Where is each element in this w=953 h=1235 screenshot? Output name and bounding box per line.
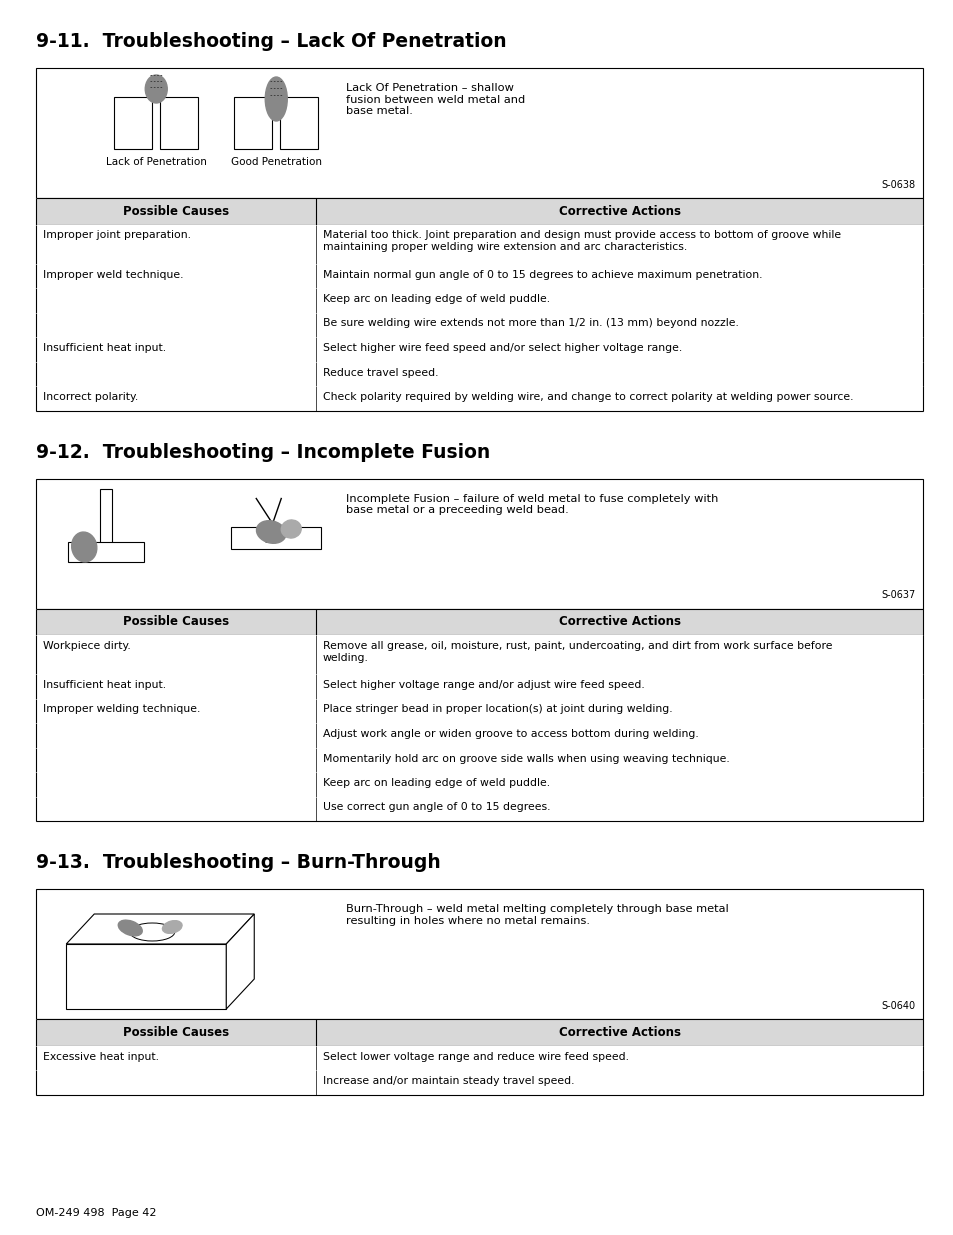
Text: Maintain normal gun angle of 0 to 15 degrees to achieve maximum penetration.: Maintain normal gun angle of 0 to 15 deg… xyxy=(322,269,761,279)
Bar xyxy=(69,542,144,562)
Text: Possible Causes: Possible Causes xyxy=(123,615,229,629)
Ellipse shape xyxy=(162,920,182,934)
Text: Insufficient heat input.: Insufficient heat input. xyxy=(43,680,166,690)
Text: Incomplete Fusion – failure of weld metal to fuse completely with
base metal or : Incomplete Fusion – failure of weld meta… xyxy=(346,494,718,515)
Text: Possible Causes: Possible Causes xyxy=(123,1026,229,1039)
Bar xyxy=(280,98,318,149)
Bar xyxy=(36,722,923,747)
Text: Keep arc on leading edge of weld puddle.: Keep arc on leading edge of weld puddle. xyxy=(322,778,549,788)
Text: Workpiece dirty.: Workpiece dirty. xyxy=(43,641,131,651)
Text: Reduce travel speed.: Reduce travel speed. xyxy=(322,368,437,378)
Bar xyxy=(36,337,923,362)
Text: Select lower voltage range and reduce wire feed speed.: Select lower voltage range and reduce wi… xyxy=(322,1051,628,1062)
Bar xyxy=(36,1046,923,1070)
Bar xyxy=(36,198,923,225)
Ellipse shape xyxy=(281,520,301,538)
Ellipse shape xyxy=(130,923,174,941)
Bar xyxy=(36,889,923,1019)
Bar xyxy=(36,225,923,263)
Bar xyxy=(36,387,923,410)
Bar xyxy=(234,98,272,149)
Ellipse shape xyxy=(265,77,287,121)
Polygon shape xyxy=(66,944,226,1009)
Bar xyxy=(36,674,923,699)
Text: Insufficient heat input.: Insufficient heat input. xyxy=(43,343,166,353)
Text: Material too thick. Joint preparation and design must provide access to bottom o: Material too thick. Joint preparation an… xyxy=(322,231,840,252)
Text: Increase and/or maintain steady travel speed.: Increase and/or maintain steady travel s… xyxy=(322,1076,574,1086)
Text: Incorrect polarity.: Incorrect polarity. xyxy=(43,391,138,403)
Bar xyxy=(36,312,923,337)
Text: 9-12.  Troubleshooting – Incomplete Fusion: 9-12. Troubleshooting – Incomplete Fusio… xyxy=(36,442,490,462)
Text: Improper weld technique.: Improper weld technique. xyxy=(43,269,184,279)
Polygon shape xyxy=(226,914,254,1009)
Text: Remove all grease, oil, moisture, rust, paint, undercoating, and dirt from work : Remove all grease, oil, moisture, rust, … xyxy=(322,641,831,663)
Text: Place stringer bead in proper location(s) at joint during welding.: Place stringer bead in proper location(s… xyxy=(322,704,672,715)
Bar xyxy=(36,1070,923,1094)
Bar xyxy=(36,747,923,772)
Bar xyxy=(36,263,923,288)
Text: Lack Of Penetration – shallow
fusion between weld metal and
base metal.: Lack Of Penetration – shallow fusion bet… xyxy=(346,83,525,116)
Text: Adjust work angle or widen groove to access bottom during welding.: Adjust work angle or widen groove to acc… xyxy=(322,729,698,739)
Text: Check polarity required by welding wire, and change to correct polarity at weldi: Check polarity required by welding wire,… xyxy=(322,391,852,403)
Text: Possible Causes: Possible Causes xyxy=(123,205,229,217)
Text: Improper welding technique.: Improper welding technique. xyxy=(43,704,200,715)
Text: Select higher wire feed speed and/or select higher voltage range.: Select higher wire feed speed and/or sel… xyxy=(322,343,681,353)
Text: OM-249 498  Page 42: OM-249 498 Page 42 xyxy=(36,1208,156,1218)
Bar xyxy=(36,362,923,387)
Text: 9-13.  Troubleshooting – Burn-Through: 9-13. Troubleshooting – Burn-Through xyxy=(36,853,440,872)
Bar xyxy=(36,478,923,609)
Text: Corrective Actions: Corrective Actions xyxy=(558,1026,679,1039)
Polygon shape xyxy=(66,914,254,944)
Bar xyxy=(114,98,152,149)
Bar xyxy=(36,609,923,635)
Ellipse shape xyxy=(256,521,286,543)
Bar xyxy=(36,699,923,722)
Text: Good Penetration: Good Penetration xyxy=(231,157,321,167)
Text: Be sure welding wire extends not more than 1/2 in. (13 mm) beyond nozzle.: Be sure welding wire extends not more th… xyxy=(322,319,738,329)
Bar xyxy=(36,288,923,312)
Text: Corrective Actions: Corrective Actions xyxy=(558,205,679,217)
Text: Corrective Actions: Corrective Actions xyxy=(558,615,679,629)
Ellipse shape xyxy=(145,75,167,103)
Text: S-0640: S-0640 xyxy=(881,1002,915,1011)
Bar xyxy=(100,489,112,558)
Text: Momentarily hold arc on groove side walls when using weaving technique.: Momentarily hold arc on groove side wall… xyxy=(322,753,729,763)
Text: Excessive heat input.: Excessive heat input. xyxy=(43,1051,159,1062)
Ellipse shape xyxy=(118,920,142,936)
Bar xyxy=(231,527,321,550)
Bar xyxy=(160,98,198,149)
Text: S-0637: S-0637 xyxy=(881,590,915,600)
Text: Lack of Penetration: Lack of Penetration xyxy=(106,157,207,167)
Text: 9-11.  Troubleshooting – Lack Of Penetration: 9-11. Troubleshooting – Lack Of Penetrat… xyxy=(36,32,506,51)
Bar xyxy=(36,68,923,198)
Bar xyxy=(36,772,923,797)
Text: Improper joint preparation.: Improper joint preparation. xyxy=(43,231,191,241)
Text: Use correct gun angle of 0 to 15 degrees.: Use correct gun angle of 0 to 15 degrees… xyxy=(322,803,550,813)
Ellipse shape xyxy=(71,532,97,562)
Bar xyxy=(36,635,923,674)
Text: Select higher voltage range and/or adjust wire feed speed.: Select higher voltage range and/or adjus… xyxy=(322,680,644,690)
Bar xyxy=(36,1019,923,1046)
Text: S-0638: S-0638 xyxy=(881,180,915,190)
Text: Keep arc on leading edge of weld puddle.: Keep arc on leading edge of weld puddle. xyxy=(322,294,549,304)
Text: Burn-Through – weld metal melting completely through base metal
resulting in hol: Burn-Through – weld metal melting comple… xyxy=(346,904,728,925)
Bar xyxy=(36,797,923,821)
